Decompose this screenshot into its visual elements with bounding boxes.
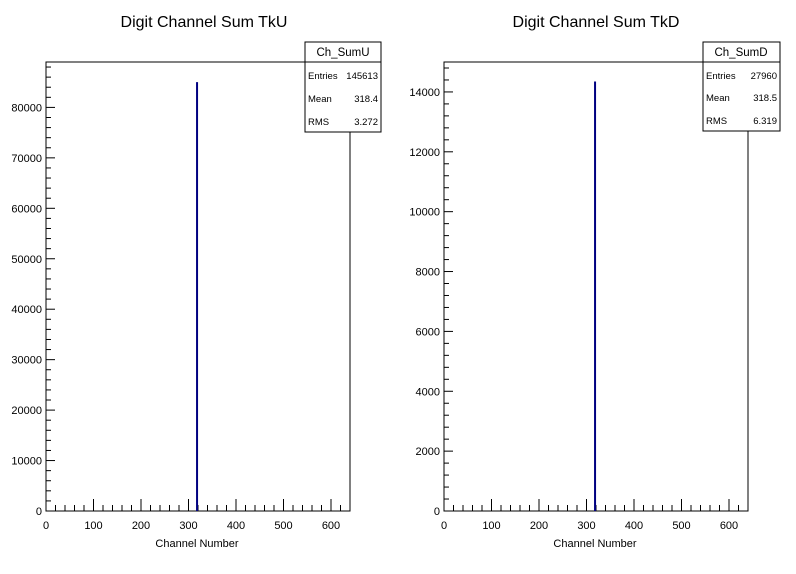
x-tick-label: 500 xyxy=(672,520,690,532)
y-tick-label: 20000 xyxy=(11,405,42,417)
y-tick-label: 10000 xyxy=(11,456,42,468)
x-tick-label: 0 xyxy=(441,520,447,532)
stats-box-frame xyxy=(702,41,781,132)
y-tick-label: 0 xyxy=(36,506,42,518)
stats-entries-label: Entries xyxy=(706,71,736,82)
stats-histogram-name: Ch_SumU xyxy=(316,47,369,59)
y-tick-label: 60000 xyxy=(11,203,42,215)
stats-entries-value: 145613 xyxy=(346,71,378,82)
x-tick-label: 300 xyxy=(577,520,595,532)
y-tick-label: 6000 xyxy=(416,326,440,338)
x-tick-label: 400 xyxy=(227,520,245,532)
stats-box-frame xyxy=(304,41,382,133)
x-tick-label: 100 xyxy=(482,520,500,532)
stats-mean-label: Mean xyxy=(308,94,332,105)
x-tick-label: 600 xyxy=(720,520,738,532)
panel-tkd: Digit Channel Sum TkD 0 100 200 300 400 500 60… xyxy=(409,14,781,550)
stats-rms-label: RMS xyxy=(706,116,727,127)
y-tick-label: 50000 xyxy=(11,254,42,266)
stats-rms-value: 3.272 xyxy=(354,117,378,128)
y-tick-label: 2000 xyxy=(416,446,440,458)
stats-mean-value: 318.5 xyxy=(753,93,777,104)
panel-tku: Digit Channel Sum TkU 0 100 200 300 400 500 60… xyxy=(11,14,382,550)
x-tick-label: 600 xyxy=(322,520,340,532)
stats-histogram-name: Ch_SumD xyxy=(714,47,767,59)
stats-box: Ch_SumD Entries 27960 Mean 318.5 RMS 6.3… xyxy=(702,41,781,132)
chart-title: Digit Channel Sum TkD xyxy=(513,14,680,31)
y-tick-label: 70000 xyxy=(11,153,42,165)
stats-entries-value: 27960 xyxy=(751,71,777,82)
y-tick-label: 80000 xyxy=(11,102,42,114)
stats-rms-value: 6.319 xyxy=(753,116,777,127)
y-tick-label: 8000 xyxy=(416,267,440,279)
x-tick-label: 0 xyxy=(43,520,49,532)
stats-mean-label: Mean xyxy=(706,93,730,104)
axis-ticks: 0 100 200 300 400 500 600 0 10000 20000 30000 40000… xyxy=(11,66,351,532)
x-tick-label: 500 xyxy=(274,520,292,532)
x-tick-label: 100 xyxy=(84,520,102,532)
y-tick-label: 10000 xyxy=(409,207,440,219)
y-tick-label: 14000 xyxy=(409,87,440,99)
y-tick-label: 4000 xyxy=(416,386,440,398)
x-axis-label: Channel Number xyxy=(553,538,636,550)
stats-rms-label: RMS xyxy=(308,117,329,128)
chart-title: Digit Channel Sum TkU xyxy=(121,14,288,31)
x-tick-label: 300 xyxy=(179,520,197,532)
x-tick-label: 200 xyxy=(132,520,150,532)
x-tick-label: 200 xyxy=(530,520,548,532)
stats-box: Ch_SumU Entries 145613 Mean 318.4 RMS 3.… xyxy=(304,41,382,133)
stats-entries-label: Entries xyxy=(308,71,338,82)
stats-mean-value: 318.4 xyxy=(354,94,378,105)
y-tick-label: 12000 xyxy=(409,147,440,159)
x-tick-label: 400 xyxy=(625,520,643,532)
x-axis-label: Channel Number xyxy=(155,538,238,550)
y-tick-label: 0 xyxy=(434,506,440,518)
y-tick-label: 40000 xyxy=(11,304,42,316)
y-tick-label: 30000 xyxy=(11,355,42,367)
axis-ticks: 0 100 200 300 400 500 600020004000600080001000… xyxy=(409,67,749,532)
